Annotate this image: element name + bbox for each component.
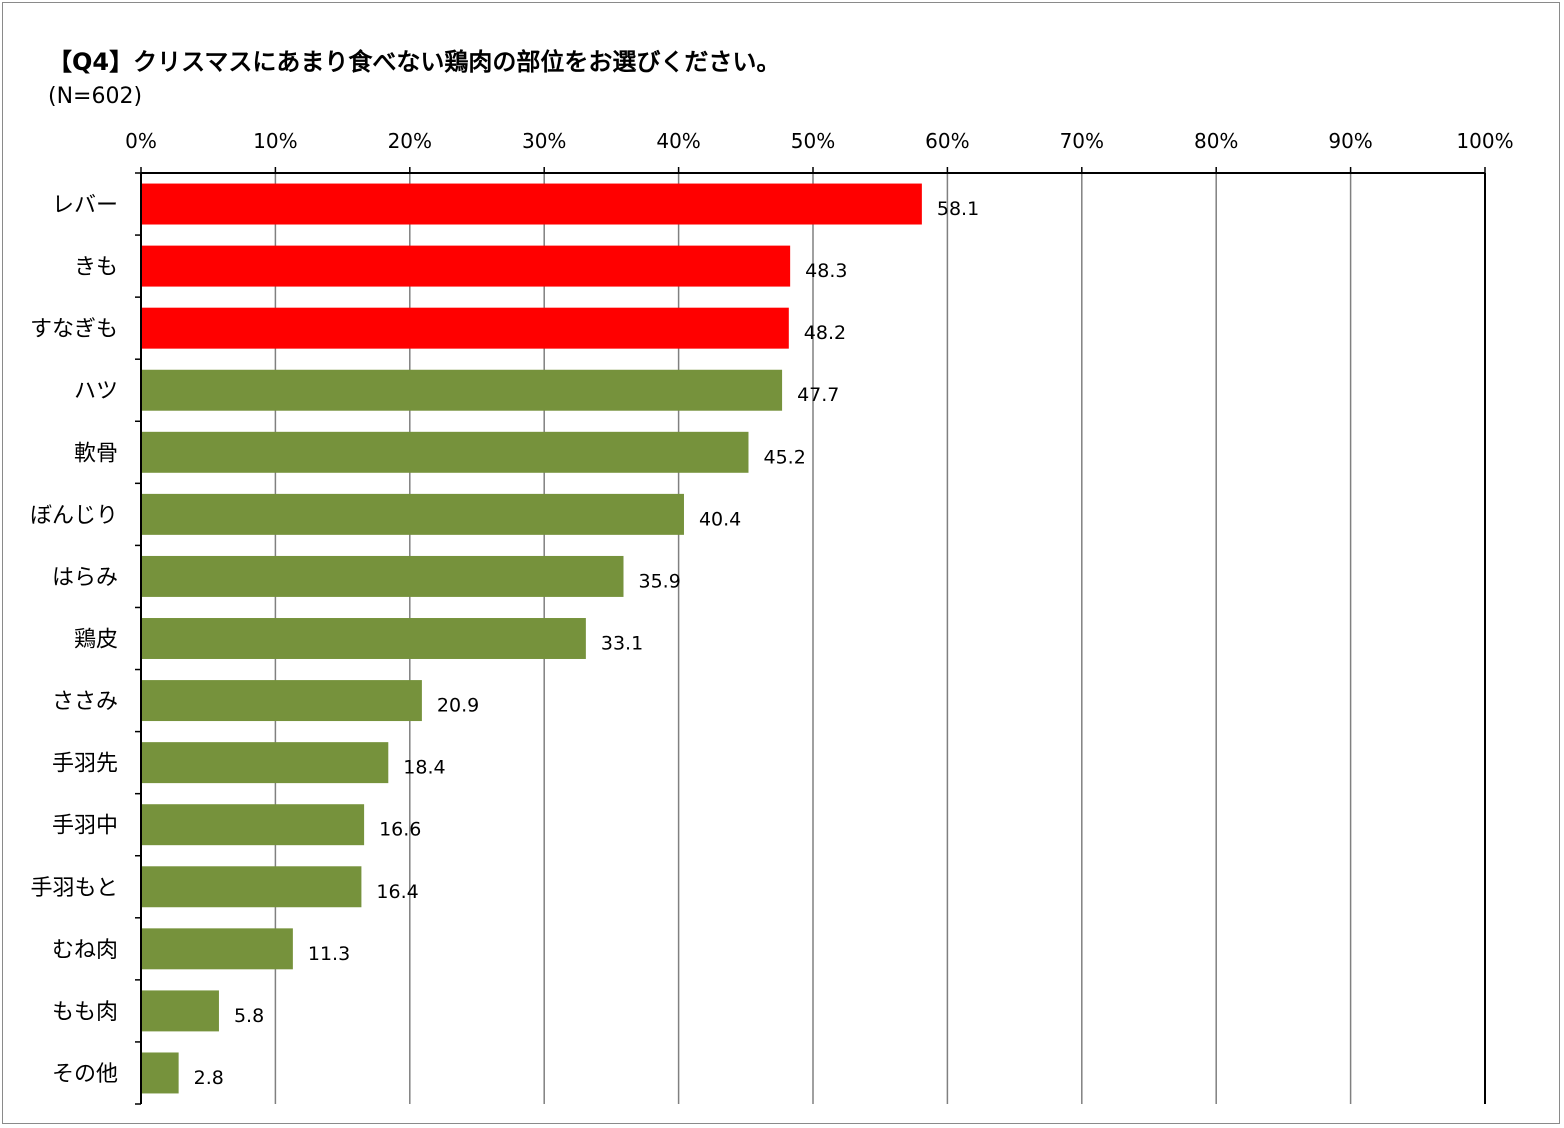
x-tick-label: 20% <box>388 129 432 153</box>
bar <box>142 493 684 535</box>
data-label: 47.7 <box>797 384 839 406</box>
data-label: 16.6 <box>379 819 421 841</box>
data-label: 45.2 <box>763 446 805 468</box>
data-label: 2.8 <box>194 1067 224 1089</box>
bar <box>142 680 422 722</box>
chart-subtitle: (N=602) <box>48 84 143 109</box>
data-label: 5.8 <box>234 1005 264 1027</box>
x-tick-label: 80% <box>1194 129 1238 153</box>
category-label: ぼんじり <box>30 503 118 528</box>
bar <box>142 245 791 287</box>
category-label: むね肉 <box>52 938 118 963</box>
data-label: 33.1 <box>601 633 643 655</box>
category-label: 軟骨 <box>74 441 118 466</box>
category-label: すなぎも <box>30 317 118 342</box>
data-label: 16.4 <box>376 881 418 903</box>
bar <box>142 742 389 784</box>
x-tick-label: 10% <box>253 129 297 153</box>
bar <box>142 307 789 349</box>
chart-title: 【Q4】クリスマスにあまり食べない鶏肉の部位をお選びください。 <box>48 48 781 76</box>
bar <box>142 866 362 908</box>
category-label: もも肉 <box>52 1000 118 1025</box>
data-label: 58.1 <box>937 198 979 220</box>
data-label: 11.3 <box>308 943 350 965</box>
bar <box>142 804 365 846</box>
x-tick-label: 40% <box>656 129 700 153</box>
x-tick-label: 30% <box>522 129 566 153</box>
category-label: 手羽先 <box>52 752 118 777</box>
category-label: きも <box>74 255 118 280</box>
data-label: 48.3 <box>805 260 847 282</box>
data-label: 20.9 <box>437 695 479 717</box>
x-tick-label: 60% <box>925 129 969 153</box>
data-label: 48.2 <box>804 322 846 344</box>
data-label: 40.4 <box>699 508 741 530</box>
category-label: はらみ <box>52 565 118 590</box>
bar <box>142 990 219 1032</box>
category-label: 鶏皮 <box>74 628 118 653</box>
x-tick-label: 50% <box>791 129 835 153</box>
category-label: その他 <box>52 1062 118 1087</box>
data-label: 35.9 <box>638 570 680 592</box>
bar <box>142 183 922 225</box>
x-tick-label: 100% <box>1456 129 1513 153</box>
category-label: 手羽中 <box>52 814 118 839</box>
bar <box>142 1052 179 1094</box>
category-label: ささみ <box>52 690 118 715</box>
x-tick-label: 90% <box>1328 129 1372 153</box>
bar <box>142 928 293 970</box>
x-tick-label: 70% <box>1060 129 1104 153</box>
category-label: ハツ <box>74 379 118 404</box>
bar <box>142 431 749 473</box>
x-tick-label: 0% <box>125 129 157 153</box>
bar <box>142 369 783 411</box>
bar <box>142 618 586 659</box>
category-label: レバー <box>52 193 118 218</box>
bar <box>142 555 624 597</box>
category-label: 手羽もと <box>30 876 118 901</box>
data-label: 18.4 <box>403 757 445 779</box>
